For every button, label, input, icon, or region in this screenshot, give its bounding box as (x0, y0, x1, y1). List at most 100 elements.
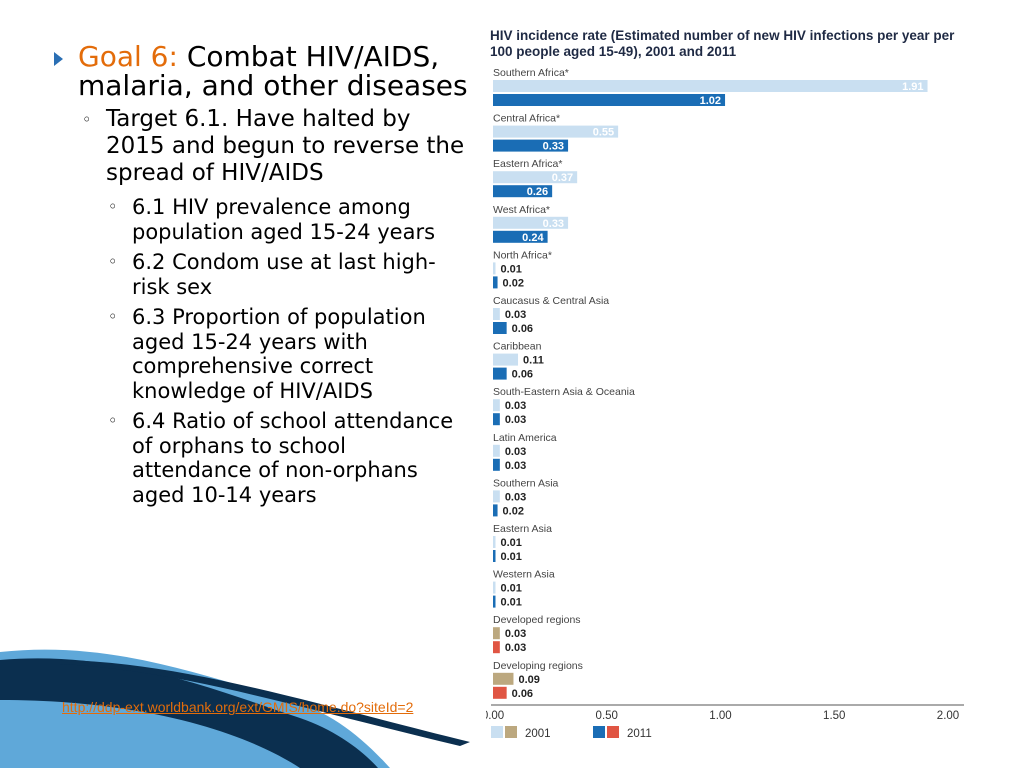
bar-2011 (493, 322, 507, 334)
category-label: Caribbean (493, 341, 542, 353)
bar-2011 (493, 94, 726, 106)
data-label: 0.09 (518, 674, 539, 686)
data-label: 0.03 (505, 460, 526, 472)
indicator-item: ◦ 6.2 Condom use at last high-risk sex (52, 250, 472, 299)
swoosh-dark-band (0, 658, 378, 768)
bar-2001 (493, 353, 519, 366)
indicator-text: 6.1 HIV prevalence among population aged… (132, 195, 436, 244)
bar-2011 (493, 504, 498, 517)
circle-bullet-icon: ◦ (108, 307, 118, 326)
bar-2001 (493, 490, 500, 503)
data-label: 0.06 (512, 369, 533, 381)
data-label: 0.06 (512, 323, 533, 335)
bar-2011 (493, 230, 548, 243)
data-label: 0.03 (505, 309, 526, 321)
bar-2011 (493, 139, 569, 152)
data-label: 0.02 (503, 277, 524, 289)
bar-2001 (493, 216, 569, 229)
indicator-text: 6.3 Proportion of population aged 15-24 … (132, 305, 426, 403)
data-label: 1.91 (902, 81, 923, 93)
circle-bullet-icon: ◦ (108, 197, 118, 216)
data-label: 0.03 (505, 446, 526, 458)
bar-2011 (493, 458, 500, 471)
circle-bullet-icon: ◦ (108, 252, 118, 271)
x-tick-label: 0.50 (596, 710, 618, 722)
category-label: Central Africa* (493, 113, 560, 125)
data-label: 0.01 (501, 537, 522, 549)
bar-2001 (493, 536, 496, 548)
chart-title: HIV incidence rate (Estimated number of … (490, 28, 955, 59)
bar-2011 (493, 686, 507, 699)
goal-label: Goal 6: (78, 40, 178, 73)
x-tick-label: 2.00 (937, 710, 959, 722)
data-label: 0.03 (505, 400, 526, 412)
category-label: Caucasus & Central Asia (493, 295, 609, 307)
bar-2001 (493, 581, 496, 594)
indicator-item: ◦ 6.4 Ratio of school attendance of orph… (52, 409, 472, 507)
data-label: 0.01 (501, 597, 522, 609)
bar-2011 (493, 595, 496, 608)
indicator-text: 6.4 Ratio of school attendance of orphan… (132, 409, 454, 507)
bar-2011 (493, 276, 498, 289)
swoosh-thin-line (60, 660, 470, 746)
bar-2001 (493, 672, 514, 685)
data-label: 1.02 (700, 95, 721, 107)
indicator-item: ◦ 6.1 HIV prevalence among population ag… (52, 195, 472, 244)
bar-2001 (493, 444, 500, 457)
legend-swatch-highlight (607, 726, 619, 738)
data-label: 0.01 (501, 263, 522, 275)
data-label: 0.03 (505, 642, 526, 654)
indicator-item: ◦ 6.3 Proportion of population aged 15-2… (52, 305, 472, 403)
category-label: Developing regions (493, 660, 583, 672)
data-label: 0.03 (505, 414, 526, 426)
bar-2011 (493, 185, 553, 198)
category-label: Southern Asia (493, 477, 559, 489)
bar-2011 (493, 550, 496, 562)
category-label: North Africa* (493, 249, 552, 261)
data-label: 0.01 (501, 551, 522, 563)
bar-2001 (493, 308, 500, 320)
bar-2001 (493, 627, 500, 640)
goal-title: Combat HIV/AIDS, malaria, and other dise… (78, 40, 468, 102)
data-label: 0.37 (552, 172, 573, 184)
category-label: Western Asia (493, 569, 555, 581)
data-label: 0.01 (501, 583, 522, 595)
category-label: Developed regions (493, 614, 581, 626)
bar-2001 (493, 262, 496, 275)
bar-2001 (493, 171, 578, 184)
data-label: 0.55 (593, 127, 614, 139)
data-label: 0.26 (527, 186, 548, 198)
target-text: Have halted by 2015 and begun to reverse… (106, 106, 465, 186)
data-label: 0.06 (512, 688, 533, 700)
category-label: Eastern Africa* (493, 158, 562, 170)
legend-swatch-highlight (505, 726, 517, 738)
arrow-bullet-icon (54, 52, 63, 66)
legend-label: 2001 (525, 728, 551, 740)
category-label: South-Eastern Asia & Oceania (493, 386, 635, 398)
target-label: Target 6.1. (106, 106, 229, 132)
circle-bullet-icon: ◦ (108, 411, 118, 430)
target-item: ◦ Target 6.1. Have halted by 2015 and be… (52, 106, 472, 187)
bar-2001 (493, 125, 619, 138)
category-label: Southern Africa* (493, 67, 569, 79)
source-link[interactable]: http://ddp-ext.worldbank.org/ext/GMIS/ho… (62, 699, 414, 715)
x-tick-label: 1.50 (823, 710, 845, 722)
bar-2011 (493, 413, 500, 426)
data-label: 0.11 (523, 355, 544, 367)
goal-heading: Goal 6: Combat HIV/AIDS, malaria, and ot… (52, 42, 472, 100)
bar-2011 (493, 641, 500, 654)
data-label: 0.02 (503, 505, 524, 517)
category-label: West Africa* (493, 204, 550, 216)
legend-swatch (491, 726, 503, 738)
data-label: 0.03 (505, 491, 526, 503)
hiv-incidence-chart: HIV incidence rate (Estimated number of … (486, 28, 970, 748)
x-tick-label: 1.00 (709, 710, 731, 722)
indicator-text: 6.2 Condom use at last high-risk sex (132, 250, 436, 299)
data-label: 0.24 (522, 232, 544, 244)
bar-2001 (493, 399, 500, 412)
category-label: Latin America (493, 432, 557, 444)
legend-swatch (593, 726, 605, 738)
circle-bullet-icon: ◦ (82, 110, 92, 129)
legend-label: 2011 (627, 728, 652, 740)
